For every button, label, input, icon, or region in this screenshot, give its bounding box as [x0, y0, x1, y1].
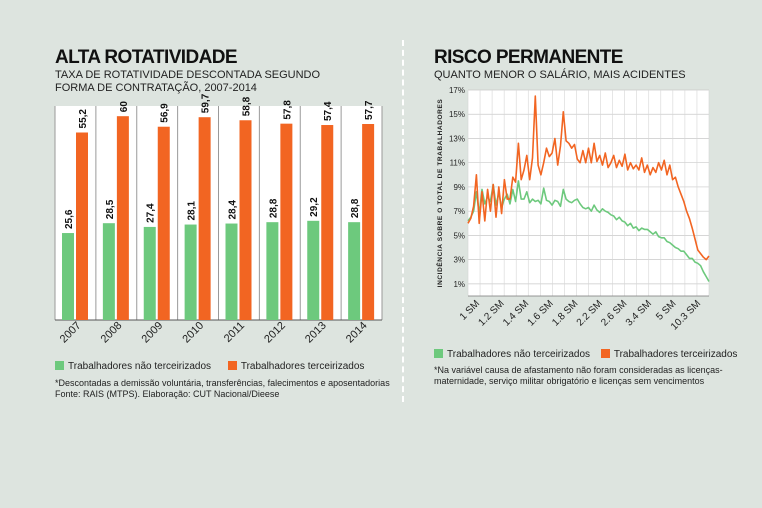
bar-value-label-outsourced: 58,8 [242, 96, 253, 116]
line-y-tick-label: 17% [449, 86, 465, 95]
bar-value-label-outsourced: 57,8 [282, 100, 293, 120]
left-legend-label-nonoutsourced: Trabalhadores não terceirizados [68, 361, 212, 372]
bar-value-label-outsourced: 55,2 [78, 109, 89, 129]
bar-nonoutsourced [184, 224, 197, 320]
bar-outsourced [157, 126, 170, 320]
right-footnote: *Na variável causa de afastamento não fo… [434, 365, 723, 387]
bar-outsourced [116, 116, 129, 320]
bar-nonoutsourced [62, 233, 74, 320]
line-y-tick-label: 13% [449, 134, 465, 143]
line-y-axis-label: INCIDÊNCIA SOBRE O TOTAL DE TRABALHADORE… [435, 99, 444, 288]
bar-outsourced [321, 125, 334, 321]
line-y-tick-label: 3% [453, 256, 465, 265]
right-legend-item-nonoutsourced: Trabalhadores não terceirizados [434, 349, 590, 360]
left-footnote: *Descontadas a demissão voluntária, tran… [55, 378, 390, 400]
bar-value-label-outsourced: 59,7 [201, 93, 212, 113]
line-x-tick-label: 3.4 SM [624, 298, 654, 328]
legend-swatch-orange [227, 361, 237, 370]
legend-swatch-green [55, 361, 64, 370]
left-legend: Trabalhadores não terceirizados Trabalha… [55, 361, 364, 372]
line-y-tick-label: 1% [453, 280, 465, 289]
bar-value-label-outsourced: 56,9 [160, 103, 171, 123]
bar-value-label-nonoutsourced: 28,8 [350, 198, 361, 218]
right-chart-subtitle: QUANTO MENOR O SALÁRIO, MAIS ACIDENTES [434, 69, 686, 81]
line-y-tick-label: 9% [453, 183, 465, 192]
left-chart-subtitle: TAXA DE ROTATIVIDADE DESCONTADA SEGUNDO … [55, 69, 320, 95]
bar-value-label-outsourced: 60 [119, 101, 130, 113]
bar-outsourced [362, 124, 375, 320]
right-legend-item-outsourced: Trabalhadores terceirizados [600, 349, 738, 360]
bar-outsourced [239, 120, 252, 321]
bar-x-tick-label: 2010 [180, 320, 206, 346]
line-x-tick-label: 1.6 SM [526, 298, 556, 328]
bar-value-label-outsourced: 57,7 [364, 100, 375, 120]
bar-outsourced [76, 132, 88, 320]
left-subtitle-line1: TAXA DE ROTATIVIDADE DESCONTADA SEGUNDO [55, 69, 321, 81]
line-y-tick-label: 15% [449, 110, 465, 119]
panel-divider [402, 40, 404, 402]
left-footnote-line1: *Descontadas a demissão voluntária, tran… [55, 378, 390, 388]
bar-outsourced [280, 123, 293, 321]
bar-x-tick-label: 2013 [303, 320, 329, 346]
line-chart: 1% 3% 5% 7% 9% 11% 13% 15% 17% INCIDÊNCIA SOBRE O… [435, 86, 710, 332]
right-footnote-line1: *Na variável causa de afastamento não fo… [434, 365, 723, 375]
line-x-tick-label: 1.2 SM [476, 298, 506, 328]
legend-swatch-green [434, 349, 443, 358]
bar-value-label-nonoutsourced: 28,4 [228, 200, 239, 220]
bar-value-label-nonoutsourced: 29,2 [309, 197, 320, 217]
bar-nonoutsourced [102, 223, 115, 320]
right-legend-label-nonoutsourced: Trabalhadores não terceirizados [447, 349, 591, 360]
line-y-tick-label: 7% [453, 207, 465, 216]
legend-swatch-orange [600, 349, 610, 358]
bar-value-label-outsourced: 57,4 [323, 101, 334, 121]
line-x-tick-label: 1.4 SM [501, 298, 531, 328]
bar-value-label-nonoutsourced: 27,4 [146, 203, 157, 223]
line-y-tick-label: 5% [453, 231, 465, 240]
bar-value-label-nonoutsourced: 28,1 [187, 201, 198, 221]
bar-nonoutsourced [266, 222, 279, 320]
left-legend-label-outsourced: Trabalhadores terceirizados [240, 361, 365, 372]
bar-value-label-nonoutsourced: 25,6 [64, 209, 75, 229]
bar-nonoutsourced [143, 226, 156, 320]
bar-x-tick-label: 2009 [140, 320, 166, 346]
bar-chart: 25,6 55,2 2007 28,5 60 2008 27,4 56,9 2009 28,1 59… [54, 93, 383, 346]
right-legend-label-outsourced: Trabalhadores terceirizados [613, 349, 738, 360]
bar-value-label-nonoutsourced: 28,5 [105, 199, 116, 219]
left-subtitle-line2: FORMA DE CONTRATAÇÃO, 2007-2014 [55, 82, 257, 94]
left-legend-item-outsourced: Trabalhadores terceirizados [227, 361, 365, 372]
line-x-tick-label: 2.2 SM [575, 298, 605, 328]
bar-nonoutsourced [348, 222, 361, 320]
bar-x-tick-label: 2011 [222, 320, 247, 345]
bar-x-tick-label: 2012 [262, 320, 288, 346]
right-footnote-line2: maternidade, serviço militar obrigatório… [434, 376, 705, 386]
left-chart-title: ALTA ROTATIVIDADE [55, 47, 237, 68]
line-x-tick-label: 2.6 SM [599, 298, 629, 328]
line-x-tick-label: 1.8 SM [550, 298, 580, 328]
left-legend-item-nonoutsourced: Trabalhadores não terceirizados [55, 361, 211, 372]
bar-value-label-nonoutsourced: 28,8 [268, 198, 279, 218]
right-legend: Trabalhadores não terceirizados Trabalha… [434, 349, 737, 360]
bar-x-tick-label: 2008 [99, 320, 125, 346]
bar-nonoutsourced [307, 220, 320, 320]
left-footnote-line2: Fonte: RAIS (MTPS). Elaboração: CUT Naci… [55, 389, 280, 399]
bar-outsourced [198, 117, 211, 320]
line-series-nonoutsourced [467, 180, 710, 282]
right-chart-title: RISCO PERMANENTE [434, 47, 623, 68]
line-y-tick-label: 11% [450, 159, 465, 168]
bar-nonoutsourced [225, 223, 238, 320]
bar-x-tick-label: 2014 [344, 320, 370, 346]
line-series-outsourced [467, 95, 710, 261]
bar-x-tick-label: 2007 [58, 320, 84, 346]
